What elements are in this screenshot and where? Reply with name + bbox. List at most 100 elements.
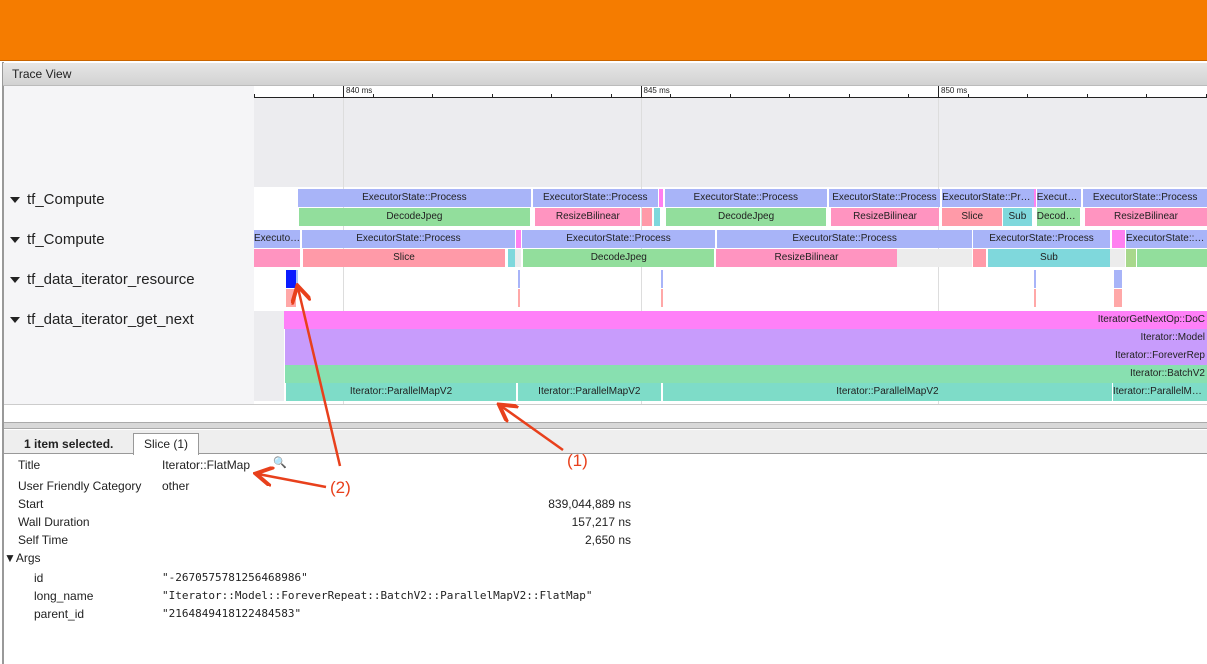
start-label: Start: [18, 497, 44, 511]
trace-slice[interactable]: DecodeJpeg: [523, 249, 715, 267]
trace-slice[interactable]: ExecutorState::Process: [532, 189, 658, 207]
trace-slice[interactable]: [286, 289, 296, 307]
track-labels-panel: [4, 86, 254, 404]
trace-slice[interactable]: [254, 249, 301, 267]
trace-slice[interactable]: [1114, 289, 1122, 307]
trace-slice[interactable]: [517, 289, 520, 307]
trace-slice[interactable]: ExecutorState::Process: [1083, 189, 1207, 207]
trace-slice[interactable]: [1033, 189, 1037, 207]
app-header-bar: [0, 0, 1207, 61]
trace-slice[interactable]: [1136, 249, 1207, 267]
track-label[interactable]: tf_data_iterator_get_next: [10, 311, 194, 328]
ruler-minor-tick: [551, 94, 553, 98]
trace-slice[interactable]: ExecutorState::Process: [942, 189, 1034, 207]
ruler-minor-tick: [610, 94, 612, 98]
trace-slice[interactable]: [1111, 230, 1125, 248]
trace-slice[interactable]: Iterator::ForeverRep: [285, 347, 1207, 365]
annotation-label-2: (2): [330, 478, 351, 497]
args-toggle[interactable]: ▼Args: [4, 551, 644, 569]
trace-slice[interactable]: ResizeBilinear: [830, 208, 940, 226]
ruler-minor-tick: [1205, 94, 1207, 98]
collapse-triangle-icon[interactable]: [10, 316, 20, 323]
trace-slice[interactable]: Slice: [942, 208, 1003, 226]
trace-slice[interactable]: ExecutorState::Process: [829, 189, 940, 207]
details-tabs: 1 item selected. Slice (1): [4, 430, 1207, 455]
trace-slice[interactable]: ResizeBilinear: [535, 208, 641, 226]
ruler-minor-tick: [967, 94, 969, 98]
arg-key: long_name: [34, 589, 94, 603]
tab-slice[interactable]: Slice (1): [133, 433, 199, 455]
title-value: Iterator::FlatMap: [162, 458, 251, 472]
trace-slice[interactable]: [1033, 289, 1036, 307]
search-icon[interactable]: 🔍: [273, 457, 287, 469]
trace-slice[interactable]: [896, 249, 972, 267]
trace-slice[interactable]: [507, 249, 515, 267]
ruler-minor-tick: [372, 94, 374, 98]
trace-slice[interactable]: [1126, 249, 1137, 267]
trace-slice[interactable]: [1114, 270, 1122, 288]
trace-slice[interactable]: [1109, 249, 1125, 267]
trace-slice[interactable]: Iterator::Model: [285, 329, 1207, 347]
arg-key: parent_id: [34, 607, 85, 621]
start-value: 839,044,889 ns: [548, 497, 631, 511]
ruler-minor-tick: [1027, 94, 1029, 98]
trace-slice[interactable]: Sub: [1002, 208, 1032, 226]
trace-slice[interactable]: ResizeBilinear: [1084, 208, 1207, 226]
trace-slice[interactable]: [642, 208, 652, 226]
trace-slice[interactable]: IteratorGetNextOp::DoC: [284, 311, 1207, 329]
trace-slice[interactable]: [295, 270, 298, 288]
arg-value: "-2670575781256468986": [162, 571, 308, 584]
trace-slice[interactable]: ExecutorState::Process: [301, 230, 515, 248]
detail-row-title: Title Iterator::FlatMap 🔍: [4, 457, 644, 476]
track-name: tf_Compute: [27, 191, 105, 208]
trace-slice[interactable]: Slice: [303, 249, 505, 267]
trace-slice[interactable]: Iterator::ParallelMapV2: [285, 383, 517, 401]
trace-slice[interactable]: [654, 208, 661, 226]
trace-slice[interactable]: [1033, 270, 1037, 288]
trace-slice[interactable]: [514, 249, 521, 267]
trace-slice[interactable]: [516, 230, 521, 248]
track-background: [254, 311, 284, 401]
trace-slice[interactable]: ExecutorState::Process: [254, 230, 301, 248]
resize-grip[interactable]: [4, 422, 1207, 429]
collapse-triangle-icon[interactable]: [10, 196, 20, 203]
trace-slice[interactable]: DecodeJpeg: [298, 208, 530, 226]
trace-slice[interactable]: ExecutorState::Process: [1126, 230, 1207, 248]
trace-slice[interactable]: [658, 189, 664, 207]
ruler-tick: 850 ms: [938, 86, 967, 98]
timeline-tracks[interactable]: ExecutorState::Process ExecutorState::Pro…: [254, 0, 1207, 410]
trace-slice[interactable]: [660, 270, 664, 288]
time-ruler[interactable]: 840 ms 845 ms 850 ms: [253, 86, 1207, 98]
trace-slice[interactable]: Iterator::BatchV2: [285, 365, 1207, 383]
ruler-minor-tick: [313, 94, 315, 98]
trace-slice[interactable]: [286, 270, 296, 288]
trace-slice[interactable]: [517, 270, 520, 288]
trace-slice[interactable]: ExecutorState::Process: [297, 189, 531, 207]
track-label[interactable]: tf_data_iterator_resource: [10, 271, 195, 288]
trace-slice[interactable]: ExecutorState::Process: [664, 189, 827, 207]
trace-slice[interactable]: DecodeJpeg: [666, 208, 827, 226]
trace-slice[interactable]: Iterator::ParallelMapV2: [663, 383, 1112, 401]
self-time-label: Self Time: [18, 533, 69, 547]
track-label[interactable]: tf_Compute: [10, 231, 105, 248]
trace-slice[interactable]: ExecutorState::Process: [1036, 189, 1081, 207]
trace-slice[interactable]: [973, 249, 987, 267]
trace-slice[interactable]: [660, 289, 664, 307]
trace-slice[interactable]: ExecutorState::Process: [522, 230, 715, 248]
arg-key: id: [34, 571, 44, 585]
trace-slice[interactable]: ResizeBilinear: [716, 249, 897, 267]
args-label[interactable]: ▼Args: [4, 551, 41, 565]
collapse-triangle-icon[interactable]: [10, 236, 20, 243]
collapse-triangle-icon[interactable]: [10, 276, 20, 283]
track-label[interactable]: tf_Compute: [10, 191, 105, 208]
trace-slice[interactable]: ExecutorState::Process: [973, 230, 1110, 248]
trace-slice[interactable]: Iterator::ParallelMapV2: [517, 383, 661, 401]
trace-slice[interactable]: DecodeJpeg: [1036, 208, 1081, 226]
panel-resize-handle[interactable]: [4, 404, 1207, 430]
trace-slice[interactable]: ExecutorState::Process: [717, 230, 972, 248]
trace-slice[interactable]: Iterator::ParallelMapV2: [1112, 383, 1207, 401]
track-name: tf_data_iterator_get_next: [27, 311, 194, 328]
timeline-empty-area: [254, 98, 1207, 187]
annotation-label-1: (1): [567, 451, 588, 470]
trace-slice[interactable]: Sub: [987, 249, 1110, 267]
